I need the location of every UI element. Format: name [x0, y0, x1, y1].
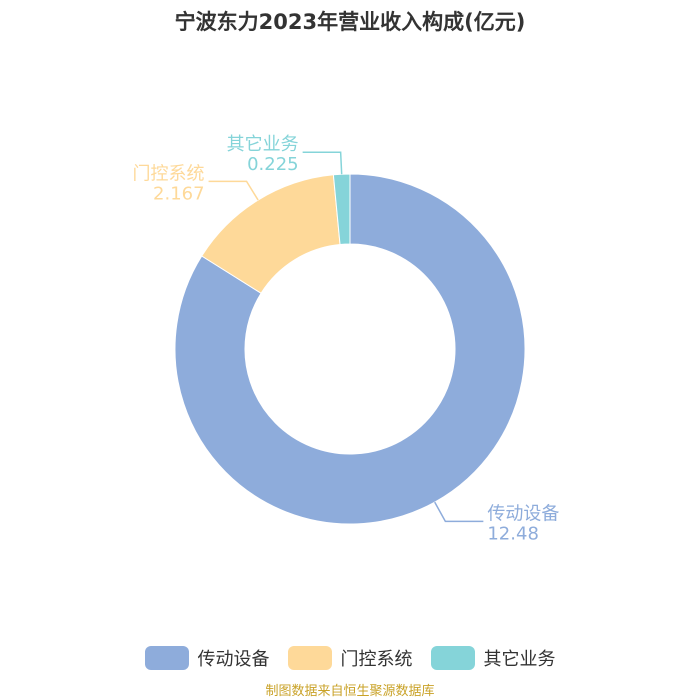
chart-title: 宁波东力2023年营业收入构成(亿元)	[174, 10, 526, 34]
legend-item-other-business[interactable]: 其它业务	[430, 645, 556, 671]
leader-line-other-business	[302, 151, 343, 175]
legend-swatch-door-control	[287, 646, 332, 670]
slice-value-other-business: 0.225	[247, 154, 299, 175]
slice-drive-equipment[interactable]	[174, 173, 526, 525]
legend-label-other-business: 其它业务	[483, 649, 556, 670]
legend-item-door-control[interactable]: 门控系统	[287, 645, 413, 671]
legend-label-drive-equipment: 传动设备	[197, 649, 270, 670]
leader-line-door-control	[208, 180, 259, 201]
data-source-note: 制图数据来自恒生聚源数据库	[265, 684, 435, 699]
slice-value-drive-equipment: 12.48	[487, 523, 539, 544]
slice-value-door-control: 2.167	[153, 183, 205, 204]
legend-swatch-other-business	[430, 646, 475, 670]
slice-label-other-business: 其它业务	[227, 134, 299, 155]
slice-label-drive-equipment: 传动设备	[487, 503, 559, 524]
legend-label-door-control: 门控系统	[340, 649, 413, 670]
legend-item-drive-equipment[interactable]: 传动设备	[144, 645, 270, 671]
legend: 传动设备 门控系统 其它业务	[0, 645, 700, 671]
slice-label-door-control: 门控系统	[133, 163, 205, 184]
slice-other-business[interactable]	[332, 173, 351, 246]
legend-swatch-drive-equipment	[144, 646, 189, 670]
leader-line-drive-equipment	[434, 501, 484, 523]
